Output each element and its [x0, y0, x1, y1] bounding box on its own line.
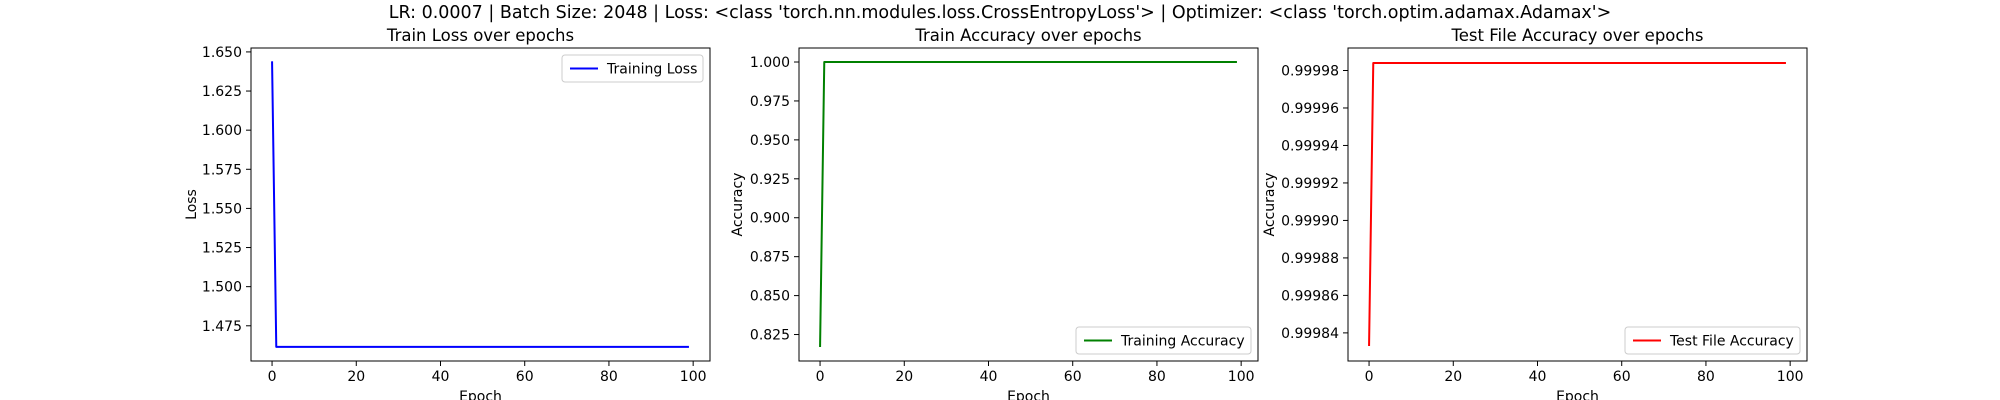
figure-suptitle: LR: 0.0007 | Batch Size: 2048 | Loss: <c… — [388, 3, 1612, 23]
chart1-xtick-label: 60 — [516, 369, 534, 385]
chart3-series-line — [1368, 61, 1786, 347]
chart2-title: Train Accuracy over epochs — [914, 26, 1141, 45]
chart2-ytick-label: 1.000 — [750, 55, 790, 71]
chart1-ytick-label: 1.625 — [202, 84, 242, 100]
chart2-xtick-label: 40 — [980, 369, 998, 385]
chart1-xtick-label: 80 — [600, 369, 618, 385]
chart1-ytick-label: 1.550 — [202, 201, 242, 217]
chart2-legend-box — [1075, 326, 1252, 355]
chart1-ytick-label: 1.600 — [202, 123, 242, 139]
chart2-ytick-label: 0.950 — [750, 133, 790, 149]
chart3-ytick-label: 0.99984 — [1281, 326, 1339, 342]
chart3-ytick-label: 0.99988 — [1281, 251, 1339, 267]
chart3-ytick-label: 0.99992 — [1281, 176, 1339, 192]
chart2-ylabel: Accuracy — [730, 173, 746, 237]
chart1-legend-box — [561, 54, 704, 83]
chart2-ytick-label: 0.825 — [750, 328, 790, 344]
chart1-plot-frame — [250, 47, 711, 362]
chart1-xtick-label: 40 — [432, 369, 450, 385]
chart2-xlabel: Epoch — [1007, 389, 1050, 400]
chart2-xtick-label: 80 — [1148, 369, 1166, 385]
chart1-ytick-label: 1.475 — [202, 319, 242, 335]
chart2-xtick-label: 0 — [816, 369, 825, 385]
chart3-legend-box — [1624, 326, 1801, 355]
chart3-xtick-label: 0 — [1365, 369, 1374, 385]
chart1-ytick-label: 1.500 — [202, 280, 242, 296]
chart2-ytick-label: 0.850 — [750, 289, 790, 305]
chart2-ytick-label: 0.975 — [750, 94, 790, 110]
chart1-ytick-label: 1.575 — [202, 162, 242, 178]
chart2-series-line — [819, 61, 1237, 348]
chart2-xtick-label: 100 — [1228, 369, 1255, 385]
chart1-legend-label: Training Loss — [606, 62, 697, 78]
chart3-title: Test File Accuracy over epochs — [1450, 26, 1703, 45]
chart3-xtick-label: 80 — [1697, 369, 1715, 385]
chart2-legend-label: Training Accuracy — [1120, 334, 1245, 350]
chart3-ytick-label: 0.99996 — [1281, 101, 1339, 117]
chart3-xlabel: Epoch — [1556, 389, 1599, 400]
chart3-ytick-label: 0.99990 — [1281, 213, 1339, 229]
chart2-ytick-label: 0.925 — [750, 172, 790, 188]
chart3-ytick-label: 0.99998 — [1281, 63, 1339, 79]
chart1-xlabel: Epoch — [459, 389, 502, 400]
chart1-title: Train Loss over epochs — [386, 26, 574, 45]
chart1-xtick-label: 0 — [268, 369, 277, 385]
chart1-series-line — [271, 61, 689, 348]
chart1-xtick-label: 100 — [680, 369, 707, 385]
chart1-xtick-label: 20 — [347, 369, 365, 385]
chart2-plot-frame — [798, 47, 1259, 362]
chart3-xtick-label: 40 — [1529, 369, 1547, 385]
chart2-xtick-label: 20 — [895, 369, 913, 385]
chart3-legend-label: Test File Accuracy — [1669, 334, 1794, 350]
chart3-xtick-label: 60 — [1613, 369, 1631, 385]
chart2-xtick-label: 60 — [1064, 369, 1082, 385]
chart3-plot-frame — [1347, 47, 1808, 362]
chart3-ylabel: Accuracy — [1262, 173, 1278, 237]
chart2-ytick-label: 0.875 — [750, 250, 790, 266]
chart3-xtick-label: 20 — [1444, 369, 1462, 385]
chart2-ytick-label: 0.900 — [750, 211, 790, 227]
chart3-ytick-label: 0.99994 — [1281, 138, 1339, 154]
chart3-ytick-label: 0.99986 — [1281, 288, 1339, 304]
chart3-xtick-label: 100 — [1777, 369, 1804, 385]
chart1-ytick-label: 1.650 — [202, 45, 242, 61]
chart1-ylabel: Loss — [184, 189, 200, 220]
chart1-ytick-label: 1.525 — [202, 241, 242, 257]
